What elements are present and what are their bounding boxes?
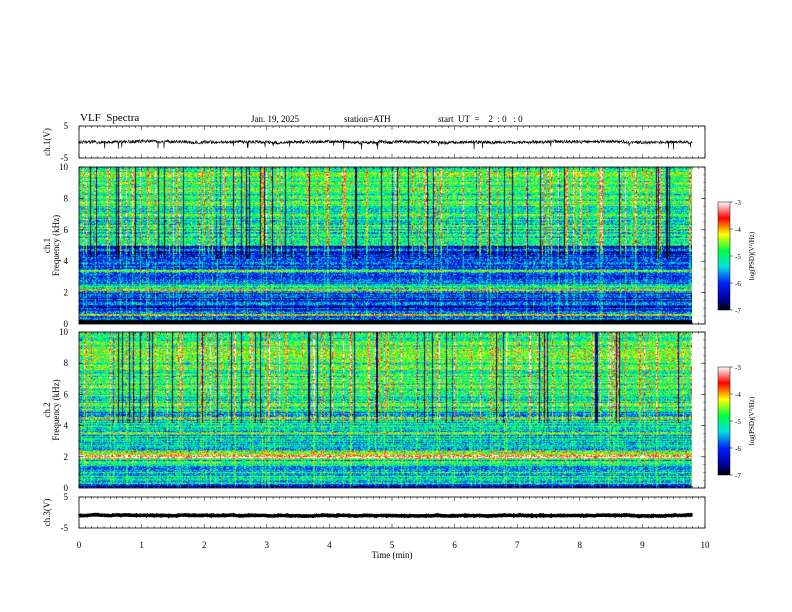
ch2-spectrogram-colorbar-tick-label: -3: [735, 364, 741, 372]
x-tick-label: 8: [578, 540, 583, 550]
ch2-spectrogram-colorbar: [717, 366, 731, 476]
ch3-waveform-ytick-label: 5: [64, 492, 69, 502]
spectrogram-ch1s: [79, 167, 692, 324]
ch1-waveform-ytick-label: -5: [61, 153, 69, 163]
x-tick-label: 6: [452, 540, 457, 550]
ch1-spectrogram-colorbar: [717, 201, 731, 311]
ch2-spectrogram-ytick-label: 0: [64, 483, 69, 493]
ch1-spectrogram-colorbar-tick-label: -3: [735, 199, 741, 207]
ch1-spectrogram-colorbar-tick-label: -6: [735, 280, 741, 288]
x-tick-label: 7: [515, 540, 520, 550]
ch2-spectrogram-ytick-label: 8: [64, 358, 69, 368]
ch1-spectrogram-ytick-label: 8: [64, 193, 69, 203]
ch1-spectrogram-colorbar-tick-label: -7: [735, 307, 741, 315]
x-tick-label: 0: [77, 540, 82, 550]
ch1-spectrogram-colorbar-label: log(PSD)(V²/Hz): [748, 231, 756, 280]
ch1-spectrogram-ylabel: ch.1: [42, 238, 52, 253]
ch2-spectrogram-colorbar-label: log(PSD)(V²/Hz): [748, 396, 756, 445]
ch2-spectrogram-ytick-label: 4: [64, 421, 69, 431]
ch1-spectrogram-ytick-label: 0: [64, 319, 69, 329]
ch2-spectrogram-colorbar-tick-label: -4: [735, 391, 741, 399]
ch1-spectrogram-ytick-label: 6: [64, 225, 69, 235]
x-axis-label: Time (min): [372, 550, 413, 560]
x-tick-label: 2: [202, 540, 207, 550]
ch1-waveform-ytick-label: 5: [64, 121, 69, 131]
ch3-waveform-frame: [78, 496, 706, 529]
ch1-spectrogram-ytick-label: 10: [59, 162, 69, 172]
ch3-waveform-ylabel: ch.3(V): [42, 499, 52, 527]
ch2-spectrogram-ytick-label: 2: [64, 452, 69, 462]
waveform-ch1w: [78, 138, 693, 150]
x-tick-label: 3: [265, 540, 270, 550]
ch2-spectrogram-ylabel: ch.2: [42, 402, 52, 417]
x-tick-label: 4: [327, 540, 332, 550]
spectrogram-ch2s: [79, 332, 692, 488]
ch2-spectrogram-colorbar-tick-label: -5: [735, 418, 741, 426]
date-label: Jan. 19, 2025: [251, 114, 299, 124]
ch2-spectrogram-ytick-label: 6: [64, 389, 69, 399]
ch2-spectrogram-ytick-label: 10: [59, 327, 69, 337]
ch1-spectrogram-ylabel: Frequency (kHz): [51, 215, 61, 276]
start-time-label: start UT = 2 : 0 : 0: [438, 114, 523, 124]
waveform-ch3w: [77, 512, 693, 519]
ch2-spectrogram-colorbar-tick-label: -7: [735, 472, 741, 480]
ch2-spectrogram-ylabel: Frequency (kHz): [51, 379, 61, 440]
ch1-waveform-ylabel: ch.1(V): [42, 128, 52, 156]
ch1-spectrogram-ytick-label: 2: [64, 288, 69, 298]
x-tick-label: 5: [390, 540, 395, 550]
ch1-spectrogram-ytick-label: 4: [64, 256, 69, 266]
ch1-spectrogram-colorbar-tick-label: -4: [735, 226, 741, 234]
x-tick-label: 1: [139, 540, 144, 550]
station-label: station=ATH: [344, 114, 391, 124]
ch3-waveform-ytick-label: -5: [61, 523, 69, 533]
chart-title: VLF Spectra: [80, 112, 140, 124]
x-tick-label: 10: [701, 540, 711, 550]
ch1-spectrogram-colorbar-tick-label: -5: [735, 253, 741, 261]
x-tick-label: 9: [640, 540, 645, 550]
ch2-spectrogram-colorbar-tick-label: -6: [735, 445, 741, 453]
